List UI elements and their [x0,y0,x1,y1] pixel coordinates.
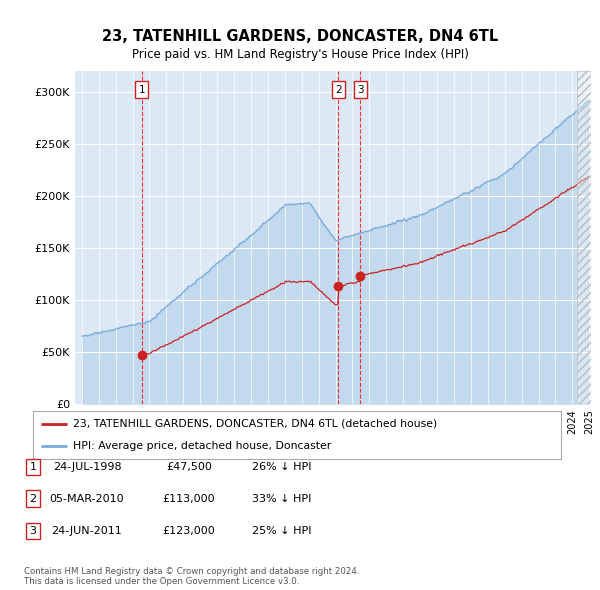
Text: 05-MAR-2010: 05-MAR-2010 [50,494,124,503]
Text: 1: 1 [29,463,37,472]
Text: 2: 2 [29,494,37,503]
Text: 23, TATENHILL GARDENS, DONCASTER, DN4 6TL: 23, TATENHILL GARDENS, DONCASTER, DN4 6T… [102,29,498,44]
Bar [577,71,591,404]
Text: Price paid vs. HM Land Registry's House Price Index (HPI): Price paid vs. HM Land Registry's House … [131,48,469,61]
Text: 3: 3 [357,84,364,94]
Text: 24-JUL-1998: 24-JUL-1998 [53,463,121,472]
Text: £123,000: £123,000 [163,526,215,536]
Text: HPI: Average price, detached house, Doncaster: HPI: Average price, detached house, Donc… [73,441,331,451]
Bar [577,71,591,404]
Text: 23, TATENHILL GARDENS, DONCASTER, DN4 6TL (detached house): 23, TATENHILL GARDENS, DONCASTER, DN4 6T… [73,419,437,429]
Text: This data is licensed under the Open Government Licence v3.0.: This data is licensed under the Open Gov… [24,577,299,586]
Text: 2: 2 [335,84,342,94]
Text: Contains HM Land Registry data © Crown copyright and database right 2024.: Contains HM Land Registry data © Crown c… [24,566,359,576]
Text: 25% ↓ HPI: 25% ↓ HPI [252,526,312,536]
Text: 3: 3 [29,526,37,536]
Text: 26% ↓ HPI: 26% ↓ HPI [252,463,312,472]
Text: £47,500: £47,500 [166,463,212,472]
Text: 1: 1 [139,84,145,94]
Text: £113,000: £113,000 [163,494,215,503]
Text: 33% ↓ HPI: 33% ↓ HPI [253,494,311,503]
Text: 24-JUN-2011: 24-JUN-2011 [52,526,122,536]
